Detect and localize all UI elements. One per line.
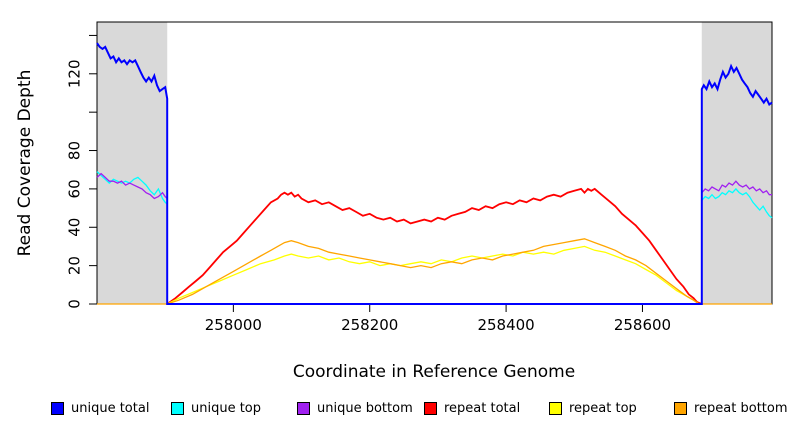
x-tick-label: 258400 (477, 316, 534, 334)
plot-border (96, 21, 773, 305)
legend-item-repeat-total: repeat total (424, 400, 520, 416)
legend-item-unique-total: unique total (51, 400, 149, 416)
legend-label: unique total (71, 400, 150, 416)
y-tick-label: 80 (66, 141, 84, 160)
legend-label: repeat bottom (694, 400, 788, 416)
legend-swatch-icon (51, 401, 64, 415)
x-tick-label: 258000 (205, 316, 262, 334)
legend-swatch-icon (674, 401, 687, 415)
legend: unique total unique top unique bottom repea… (0, 400, 792, 420)
legend-swatch-icon (549, 401, 562, 415)
legend-item-repeat-top: repeat top (549, 400, 637, 416)
x-tick-label: 258600 (614, 316, 671, 334)
series-line-repeat-top (166, 245, 700, 305)
y-tick-label: 20 (66, 256, 84, 275)
legend-label: unique top (191, 400, 262, 416)
x-tick-label: 258200 (341, 316, 398, 334)
y-tick-label: 60 (66, 179, 84, 198)
legend-swatch-icon (297, 401, 310, 415)
masked-region (97, 22, 168, 304)
legend-item-unique-bottom: unique bottom (297, 400, 413, 416)
masked-region (701, 22, 772, 304)
series-line-unique-total (96, 42, 773, 305)
legend-label: repeat total (444, 400, 521, 416)
x-axis-title: Coordinate in Reference Genome (292, 362, 576, 382)
series-line-repeat-total (166, 187, 703, 305)
legend-label: unique bottom (317, 400, 413, 416)
y-tick-label: 0 (66, 299, 84, 309)
y-axis-title: Read Coverage Depth (15, 69, 35, 257)
legend-item-repeat-bottom: repeat bottom (674, 400, 788, 416)
series-line-repeat-bottom (97, 238, 772, 305)
legend-swatch-icon (171, 401, 184, 415)
y-tick-label: 120 (66, 59, 84, 88)
legend-swatch-icon (424, 401, 437, 415)
legend-item-unique-top: unique top (171, 400, 261, 416)
legend-label: repeat top (569, 400, 637, 416)
y-tick-label: 40 (66, 218, 84, 237)
